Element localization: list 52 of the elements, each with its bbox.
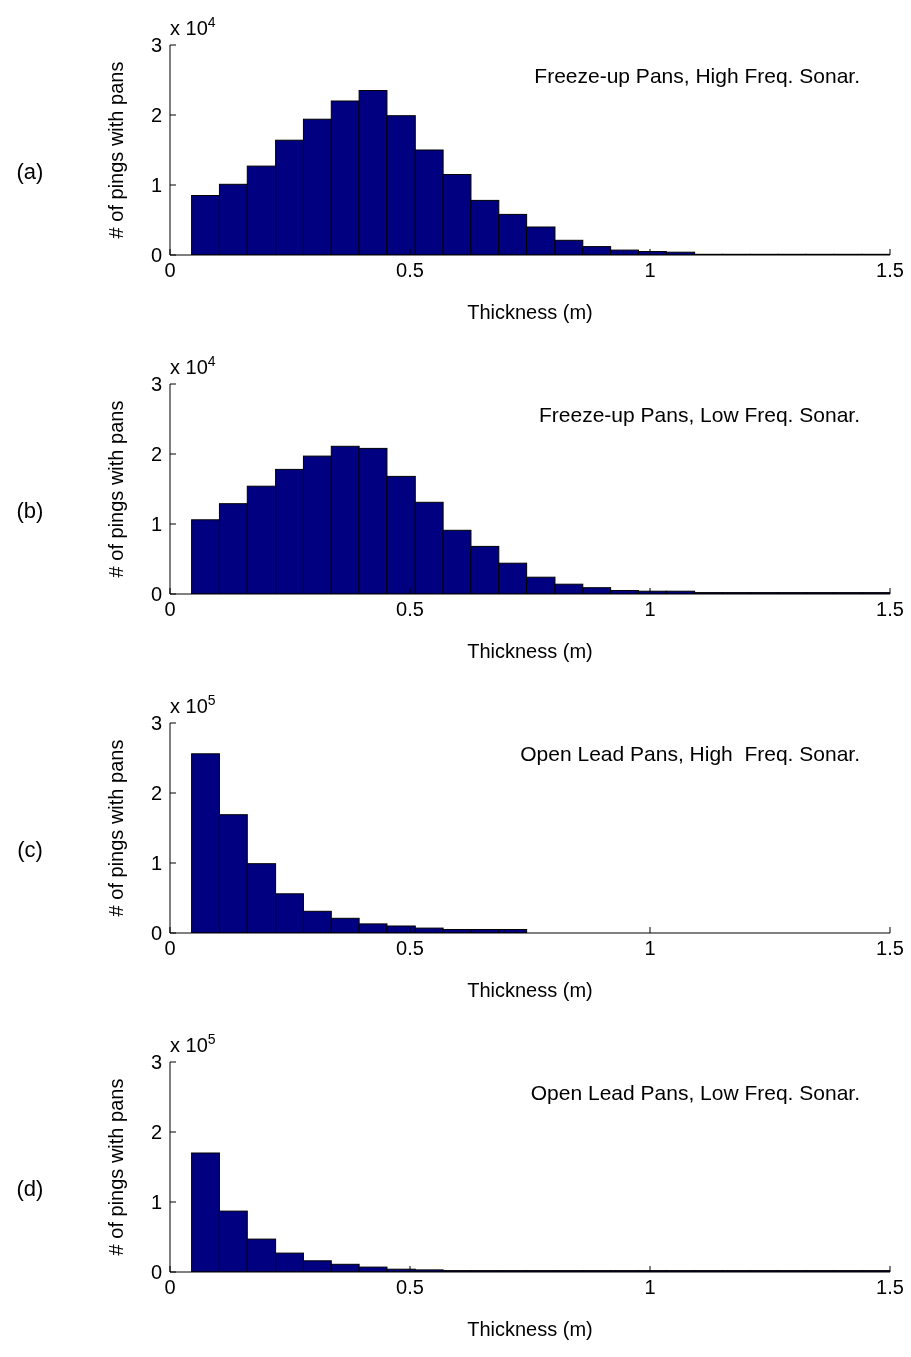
- x-axis-title: Thickness (m): [467, 979, 593, 1001]
- y-axis-title: # of pings with pans: [105, 1078, 128, 1256]
- text: (c): [17, 837, 43, 862]
- text: x 10$^{4}$: [170, 353, 216, 378]
- y-tick-label: 0: [150, 583, 162, 606]
- y-tick-label: 3: [150, 34, 162, 57]
- x-tick-label: 0: [164, 598, 176, 621]
- x-tick-label: 1.5: [876, 937, 904, 960]
- x-tick-label: 0: [164, 259, 176, 282]
- x-tick-label: 0.5: [396, 259, 424, 282]
- text: x 10$^{4}$: [170, 14, 216, 39]
- y-tick-label: 0: [150, 244, 162, 267]
- x-tick-label: 1: [644, 598, 656, 621]
- y-axis-title: # of pings with pans: [105, 61, 128, 239]
- x-tick-label: 1.5: [876, 598, 904, 621]
- annotation: Open Lead Pans, High Freq. Sonar.: [520, 742, 860, 765]
- text: (d): [16, 1176, 44, 1201]
- text: x 10$^{5}$: [170, 1031, 216, 1056]
- x-tick-label: 1: [644, 937, 656, 960]
- y-tick-label: 3: [150, 373, 162, 396]
- x-tick-label: 0.5: [396, 937, 424, 960]
- y-tick-label: 2: [150, 104, 162, 127]
- x-axis-title: Thickness (m): [467, 640, 593, 662]
- x-tick-label: 0.5: [396, 598, 424, 621]
- y-tick-label: 1: [150, 174, 162, 197]
- text: (b): [16, 498, 44, 523]
- annotation: Freeze-up Pans, Low Freq. Sonar.: [539, 403, 860, 426]
- x-tick-label: 0: [164, 937, 176, 960]
- x-tick-label: 1: [644, 259, 656, 282]
- text: x 10$^{5}$: [170, 692, 216, 717]
- y-tick-label: 3: [150, 712, 162, 735]
- x-tick-label: 1.5: [876, 1276, 904, 1299]
- y-tick-label: 1: [150, 1191, 162, 1214]
- y-tick-label: 0: [150, 922, 162, 945]
- y-tick-label: 1: [150, 852, 162, 875]
- y-tick-label: 2: [150, 782, 162, 805]
- x-tick-label: 1: [644, 1276, 656, 1299]
- y-tick-label: 2: [150, 443, 162, 466]
- y-tick-label: 3: [150, 1051, 162, 1074]
- x-tick-label: 1.5: [876, 259, 904, 282]
- y-tick-label: 1: [150, 513, 162, 536]
- x-tick-label: 0: [164, 1276, 176, 1299]
- text: (a): [16, 159, 44, 184]
- annotation: Freeze-up Pans, High Freq. Sonar.: [534, 64, 860, 87]
- x-axis-title: Thickness (m): [467, 301, 593, 323]
- annotation: Open Lead Pans, Low Freq. Sonar.: [530, 1081, 860, 1104]
- y-axis-title: # of pings with pans: [105, 739, 128, 917]
- y-axis-title: # of pings with pans: [105, 400, 128, 578]
- x-tick-label: 0.5: [396, 1276, 424, 1299]
- y-tick-label: 2: [150, 1121, 162, 1144]
- x-axis-title: Thickness (m): [467, 1318, 593, 1340]
- y-tick-label: 0: [150, 1261, 162, 1284]
